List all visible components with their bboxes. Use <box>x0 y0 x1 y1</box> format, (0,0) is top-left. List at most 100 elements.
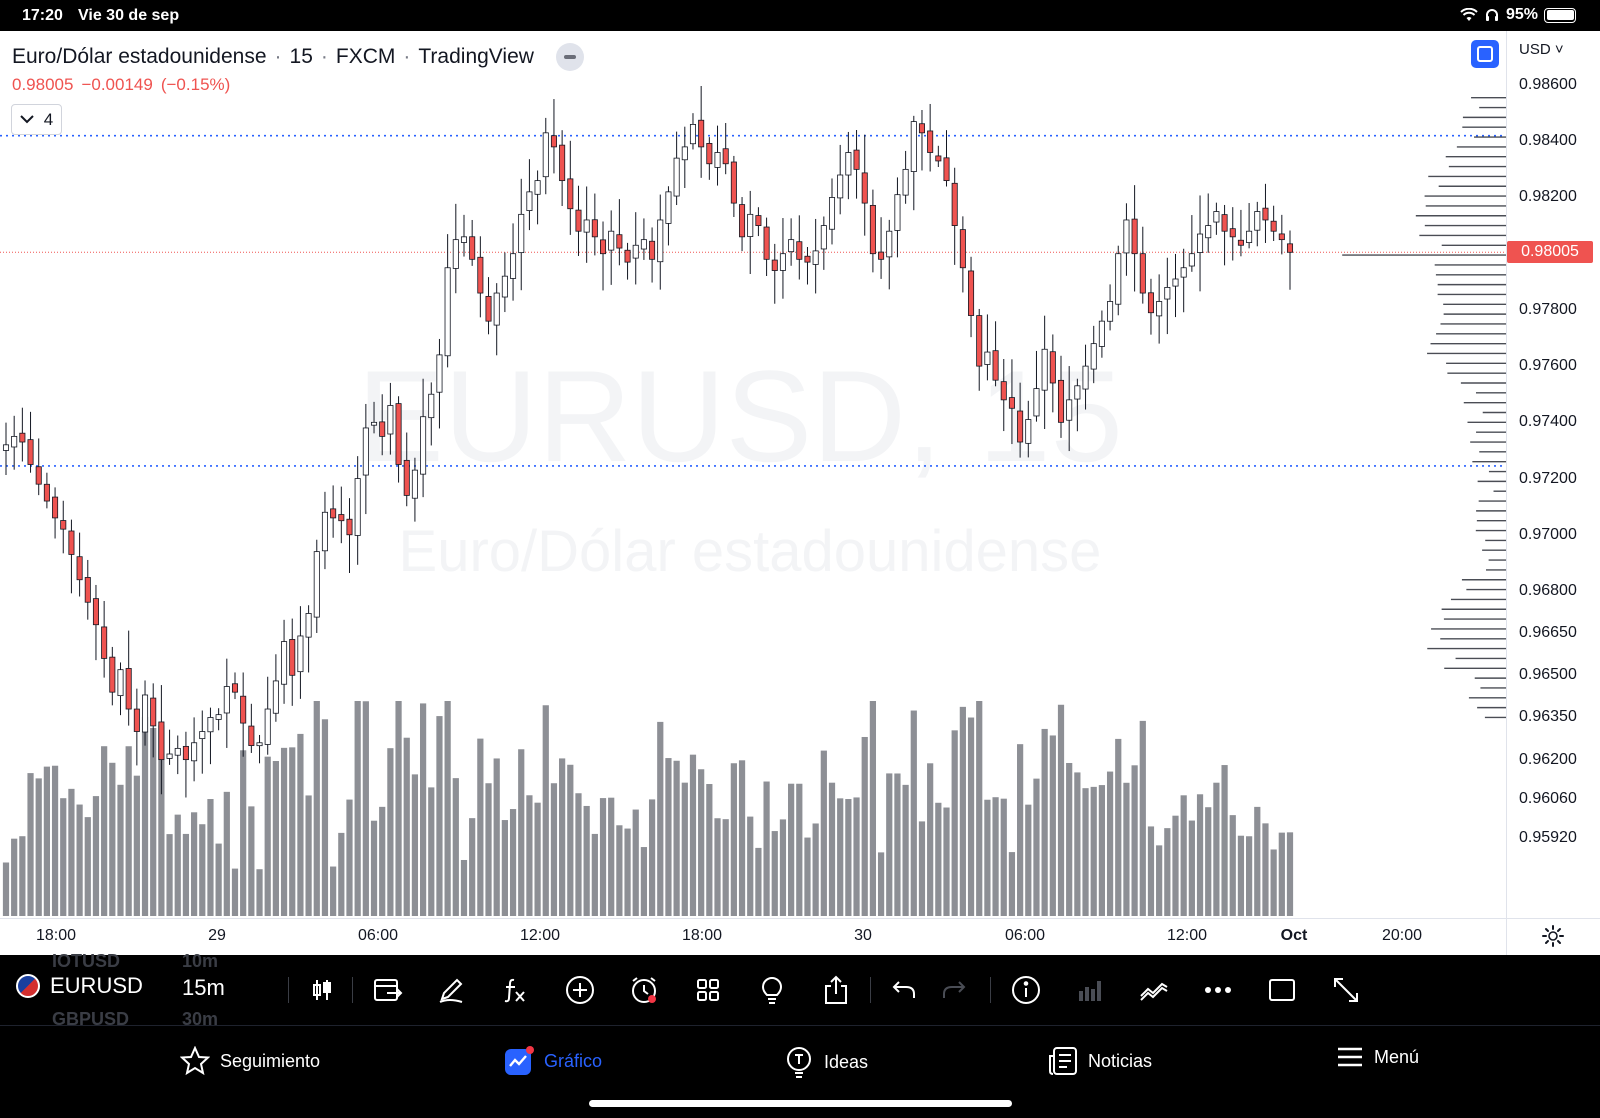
volume-bar <box>403 737 410 916</box>
candle <box>796 241 803 260</box>
tab-menu[interactable]: Menú <box>1336 1046 1419 1068</box>
candle <box>346 518 353 536</box>
candle <box>354 478 361 536</box>
volume-bar <box>771 831 778 916</box>
candle <box>649 240 656 260</box>
candle <box>1049 351 1056 384</box>
price-axis[interactable]: 0.98600 0.98400 0.98200 0.98005 0.97800 0.976… <box>1507 31 1600 918</box>
candle <box>248 725 255 746</box>
volume-bar <box>1196 794 1204 916</box>
volume-bar <box>174 814 181 916</box>
add-icon[interactable] <box>562 972 598 1008</box>
chart-fullscreen-button[interactable] <box>1471 40 1499 68</box>
candle <box>231 683 239 693</box>
draw-brush-icon[interactable] <box>433 972 469 1008</box>
candle <box>600 239 607 255</box>
volume-bar <box>1025 804 1032 916</box>
volume-bar <box>984 799 991 916</box>
candle <box>109 656 116 693</box>
volume-bar <box>19 836 26 916</box>
legend-source: TradingView <box>418 45 534 68</box>
ghost-symbol: IOTUSD <box>52 951 121 971</box>
volume-bar <box>796 783 803 916</box>
tab-seguimiento[interactable]: Seguimiento <box>180 1046 320 1076</box>
candle-type-icon[interactable] <box>304 972 340 1008</box>
chart-settings-icon[interactable] <box>1541 924 1565 948</box>
chart-area[interactable]: EURUSD, 15 Euro/Dólar estadounidense Euro… <box>0 31 1600 955</box>
candle <box>886 230 893 258</box>
volume-bar <box>240 750 247 916</box>
candle <box>1229 228 1236 238</box>
candle <box>1197 233 1204 253</box>
volume-bar <box>869 701 877 916</box>
candle <box>117 669 124 697</box>
more-icon[interactable] <box>1200 972 1236 1008</box>
candle <box>1147 292 1154 314</box>
share-icon[interactable] <box>818 972 854 1008</box>
volume-bar <box>272 761 279 916</box>
volume-bar <box>305 795 312 916</box>
idea-bulb-icon[interactable] <box>754 972 790 1008</box>
tab-grafico[interactable]: Gráfico <box>504 1046 602 1076</box>
candle <box>1074 385 1081 400</box>
candle <box>207 717 214 733</box>
currency-selector[interactable]: USD ˅ <box>1519 41 1564 58</box>
candle <box>1213 211 1220 223</box>
interval-button[interactable]: 15m <box>182 975 225 1000</box>
candle <box>436 354 443 393</box>
function-icon[interactable] <box>496 972 532 1008</box>
legend-interval[interactable]: 15 <box>289 45 313 68</box>
compare-icon[interactable] <box>370 972 406 1008</box>
volume-bar <box>534 802 541 916</box>
candle <box>1033 388 1040 417</box>
candle <box>444 267 451 357</box>
alert-icon[interactable] <box>626 972 662 1008</box>
candle <box>1090 343 1097 370</box>
candle <box>1017 410 1024 443</box>
tab-noticias[interactable]: Noticias <box>1048 1046 1152 1076</box>
expand-icon[interactable] <box>1328 972 1364 1008</box>
volume-bar <box>886 773 893 916</box>
volume-bar <box>894 773 901 916</box>
symbol-search-button[interactable]: EURUSD <box>16 973 143 999</box>
volume-bar <box>215 843 222 916</box>
tab-ideas[interactable]: Ideas <box>784 1046 868 1078</box>
volume-bar <box>657 721 664 916</box>
indicator-line-icon[interactable] <box>1136 972 1172 1008</box>
legend-collapse-button[interactable] <box>555 43 584 71</box>
volume-bar <box>1180 795 1187 916</box>
volume-bar <box>109 762 116 916</box>
time-axis-label: 30 <box>854 927 872 944</box>
volume-bar <box>804 837 811 916</box>
home-indicator <box>589 1100 1012 1107</box>
candle <box>510 253 517 279</box>
candle <box>542 132 549 178</box>
volume-bar <box>1000 798 1007 916</box>
volume-bar <box>509 809 517 916</box>
volume-bar <box>395 701 402 916</box>
layout-grid-icon[interactable] <box>690 972 726 1008</box>
candle <box>1156 301 1163 317</box>
candle <box>1270 220 1277 232</box>
symbol-description[interactable]: Euro/Dólar estadounidense <box>12 45 267 68</box>
volume-bar <box>1082 788 1089 916</box>
info-icon[interactable] <box>1008 972 1044 1008</box>
watermark-title: EURUSD, 15 <box>357 343 1123 489</box>
price-change: −0.00149 <box>81 75 153 94</box>
volume-icon[interactable] <box>1072 972 1108 1008</box>
candle <box>485 295 492 322</box>
volume-bar <box>321 719 329 916</box>
fullscreen-window-icon[interactable] <box>1264 972 1300 1008</box>
time-axis[interactable]: 18:00 29 06:00 12:00 18:00 30 06:00 12:00 Oct 20:… <box>0 918 1506 955</box>
candle <box>550 135 557 148</box>
volume-bar <box>1090 786 1097 916</box>
indicators-toggle-button[interactable]: 4 <box>11 104 62 135</box>
chart-canvas[interactable]: EURUSD, 15 Euro/Dólar estadounidense <box>0 31 1506 918</box>
last-price: 0.98005 <box>12 75 74 94</box>
ghost-interval: 10m <box>182 951 219 971</box>
redo-icon[interactable] <box>936 972 972 1008</box>
undo-icon[interactable] <box>886 972 922 1008</box>
volume-bar <box>1229 815 1236 916</box>
volume-bar <box>248 806 255 916</box>
volume-bar <box>330 866 337 916</box>
